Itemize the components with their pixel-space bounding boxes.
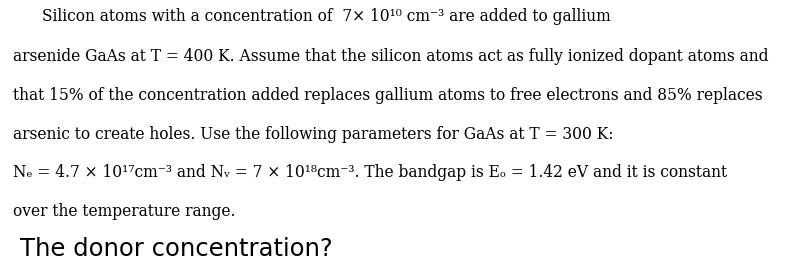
- Text: over the temperature range.: over the temperature range.: [13, 203, 235, 220]
- Text: that 15% of the concentration added replaces gallium atoms to free electrons and: that 15% of the concentration added repl…: [13, 87, 762, 104]
- Text: arsenide GaAs at T = 400 K. Assume that the silicon atoms act as fully ionized d: arsenide GaAs at T = 400 K. Assume that …: [13, 49, 769, 66]
- Text: The donor concentration?: The donor concentration?: [20, 237, 332, 261]
- Text: arsenic to create holes. Use the following parameters for GaAs at T = 300 K:: arsenic to create holes. Use the followi…: [13, 126, 614, 143]
- Text: Silicon atoms with a concentration of  7× 10¹⁰ cm⁻³ are added to gallium: Silicon atoms with a concentration of 7×…: [42, 8, 611, 25]
- Text: Nₑ = 4.7 × 10¹⁷cm⁻³ and Nᵥ = 7 × 10¹⁸cm⁻³. The bandgap is Eₒ = 1.42 eV and it is: Nₑ = 4.7 × 10¹⁷cm⁻³ and Nᵥ = 7 × 10¹⁸cm⁻…: [13, 164, 727, 181]
